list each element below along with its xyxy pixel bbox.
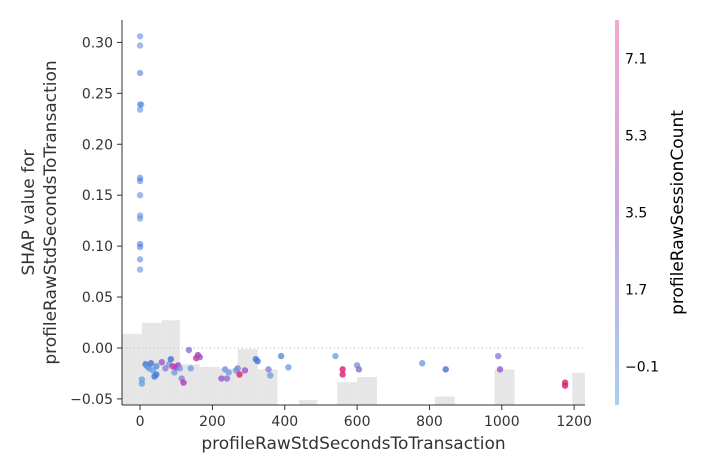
y-tick-label-5: 0.20 bbox=[82, 137, 113, 153]
y-tick-label-4: 0.15 bbox=[82, 188, 113, 204]
data-point-12 bbox=[136, 243, 144, 251]
colorbar-ticks: −0.1 1.7 3.5 5.3 7.1 bbox=[625, 52, 659, 376]
x-tick-label-5: 1000 bbox=[484, 414, 520, 430]
colorbar-label: profileRawSessionCount bbox=[668, 110, 688, 315]
data-point-1 bbox=[136, 42, 144, 49]
y-tick-label-3: 0.10 bbox=[82, 239, 113, 255]
data-point-14 bbox=[136, 266, 144, 273]
data-point-57 bbox=[339, 371, 346, 378]
data-point-50 bbox=[254, 358, 261, 365]
x-tick-label-3: 600 bbox=[344, 414, 371, 430]
y-tick-label-1: 0.00 bbox=[82, 341, 113, 357]
data-point-30 bbox=[171, 369, 178, 376]
colorbar-tick-label-0: −0.1 bbox=[625, 360, 659, 376]
x-tick-label-6: 1200 bbox=[556, 414, 592, 430]
histogram-bar-9 bbox=[299, 399, 318, 405]
y-tick-label-7: 0.30 bbox=[82, 35, 113, 51]
colorbar-tick-label-4: 7.1 bbox=[625, 52, 647, 68]
colorbar-tick-label-2: 3.5 bbox=[625, 206, 647, 222]
data-point-54 bbox=[285, 364, 292, 371]
data-point-52 bbox=[267, 372, 274, 379]
data-point-16 bbox=[138, 380, 146, 387]
y-tick-label-0: −0.05 bbox=[70, 392, 113, 408]
colorbar-tick-label-3: 5.3 bbox=[625, 129, 647, 145]
y-axis-label-line-2: profileRawStdSecondsToTransaction bbox=[41, 60, 61, 364]
data-point-47 bbox=[236, 371, 243, 378]
y-tick-label-2: 0.05 bbox=[82, 290, 113, 306]
data-point-59 bbox=[355, 366, 363, 373]
data-point-61 bbox=[442, 366, 449, 373]
data-point-10 bbox=[136, 215, 144, 222]
data-point-0 bbox=[136, 33, 144, 40]
colorbar bbox=[615, 20, 619, 405]
histogram-bar-6 bbox=[237, 349, 258, 405]
data-point-62 bbox=[494, 352, 502, 360]
x-tick-label-0: 0 bbox=[136, 414, 145, 430]
data-point-36 bbox=[185, 346, 193, 354]
data-point-55 bbox=[332, 352, 339, 360]
data-point-33 bbox=[176, 365, 184, 372]
data-point-46 bbox=[234, 365, 241, 372]
data-point-53 bbox=[277, 352, 285, 360]
data-point-65 bbox=[561, 382, 569, 389]
data-point-13 bbox=[136, 256, 144, 263]
y-tick-label-6: 0.25 bbox=[82, 86, 113, 102]
data-point-51 bbox=[265, 366, 272, 373]
data-point-41 bbox=[218, 375, 225, 382]
data-point-56 bbox=[339, 366, 346, 373]
data-point-37 bbox=[187, 365, 194, 372]
data-point-23 bbox=[153, 371, 160, 378]
data-point-5 bbox=[136, 106, 144, 113]
data-point-35 bbox=[180, 379, 187, 386]
data-point-43 bbox=[223, 375, 231, 382]
data-point-24 bbox=[153, 363, 160, 370]
x-tick-label-4: 800 bbox=[416, 414, 443, 430]
y-axis-ticks: −0.05 0.00 0.05 0.10 0.15 0.20 0.25 0.30 bbox=[70, 35, 122, 408]
histogram-bar-12 bbox=[357, 377, 378, 405]
scatter-points bbox=[136, 33, 569, 389]
x-tick-label-2: 400 bbox=[271, 414, 298, 430]
x-axis-ticks: 0 200 400 600 800 1000 1200 bbox=[136, 405, 592, 430]
data-point-4 bbox=[137, 101, 145, 108]
data-point-60 bbox=[419, 360, 426, 367]
histogram-bar-18 bbox=[572, 372, 585, 405]
data-point-7 bbox=[136, 177, 144, 185]
y-axis-label-line-1: SHAP value for bbox=[19, 149, 39, 275]
data-point-20 bbox=[147, 360, 155, 367]
histogram-bar-11 bbox=[337, 382, 358, 405]
data-point-48 bbox=[241, 367, 249, 374]
data-point-25 bbox=[158, 359, 165, 366]
data-point-40 bbox=[196, 353, 203, 361]
histogram-bar-7 bbox=[257, 369, 278, 405]
data-point-28 bbox=[167, 355, 175, 363]
data-point-44 bbox=[225, 369, 232, 376]
histogram-bar-3 bbox=[179, 364, 200, 405]
histogram-bar-4 bbox=[199, 366, 220, 405]
histogram-bar-15 bbox=[434, 396, 455, 405]
histogram-bar-0 bbox=[122, 333, 142, 405]
feature-histogram bbox=[122, 320, 585, 405]
data-point-63 bbox=[496, 366, 504, 373]
histogram-bar-16 bbox=[494, 369, 515, 405]
colorbar-tick-label-1: 1.7 bbox=[625, 283, 647, 299]
data-point-8 bbox=[136, 191, 144, 199]
x-axis-label: profileRawStdSecondsToTransaction bbox=[201, 434, 505, 454]
data-point-2 bbox=[136, 69, 144, 77]
x-tick-label-1: 200 bbox=[199, 414, 226, 430]
